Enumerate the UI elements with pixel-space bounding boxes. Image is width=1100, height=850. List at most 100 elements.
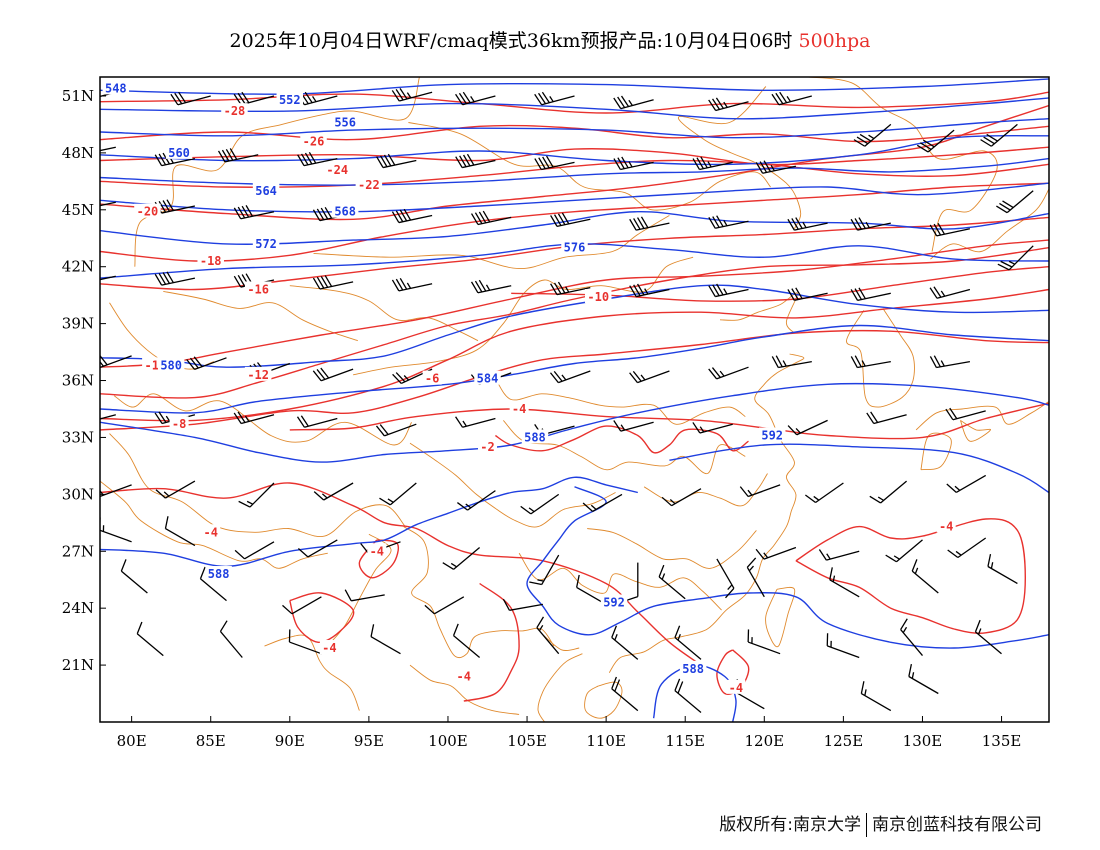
height-label-bg (758, 427, 786, 442)
wind-barb (611, 676, 639, 712)
height-contour-label: 576 (564, 241, 586, 255)
map-frame (99, 76, 1050, 723)
height-contour (100, 243, 1049, 279)
height-contour-label: 572 (255, 237, 277, 251)
wind-barb (997, 245, 1034, 271)
height-label-bg (331, 203, 359, 218)
wind-barb (155, 480, 196, 499)
wind-barb (708, 283, 749, 298)
coastline-segment (408, 122, 771, 211)
wind-barb (692, 156, 733, 171)
coastline-segment (584, 681, 623, 719)
coastline-segment (495, 378, 746, 425)
wind-barb (929, 222, 971, 237)
temperature-contour-label: -18 (200, 254, 222, 268)
coastline-segment (502, 420, 746, 474)
temperature-label-bg (478, 438, 498, 453)
coastline-segment (313, 215, 670, 270)
temperature-contour (100, 247, 1049, 399)
height-label-bg (205, 566, 232, 581)
temperature-contour (495, 425, 749, 454)
height-label-bg (679, 660, 707, 675)
wind-barb (219, 620, 243, 658)
wind-barb (379, 482, 417, 506)
temperature-contour-label: -4 (939, 520, 953, 534)
temperature-contour-label: -4 (729, 681, 743, 695)
wind-barb (297, 539, 338, 558)
height-contour-label: 588 (682, 662, 704, 676)
wind-barb (455, 153, 496, 169)
wind-barb (100, 146, 116, 155)
height-contour-label: 556 (334, 116, 356, 130)
coastline-segment (409, 664, 520, 715)
wind-barb (980, 123, 1018, 147)
chart-title: 2025年10月04日WRF/cmaq模式36km预报产品:10月04日06时 … (0, 26, 1100, 53)
wind-barb (869, 480, 908, 504)
wind-barb (708, 97, 749, 112)
height-contour-label: 568 (334, 205, 356, 219)
lat-tick-label: 42N (62, 258, 94, 276)
height-contour-label: 564 (255, 184, 277, 198)
temperature-label-bg (726, 679, 746, 694)
wind-barb (470, 210, 512, 226)
wind-barb (313, 482, 354, 501)
wind-barb (860, 681, 892, 712)
wind-barb (442, 547, 481, 570)
wind-barb (455, 91, 496, 106)
wind-barb (233, 205, 275, 220)
coastline-segment (920, 432, 952, 471)
contour-label-layer: -28-26-24-22-20-18-16-14-12-10-8-6-4-2-4… (102, 80, 956, 695)
wind-barb (787, 287, 828, 302)
wind-barb (154, 271, 196, 286)
wind-barb (536, 616, 560, 655)
height-contour (652, 664, 737, 722)
coastline-segment (959, 420, 991, 442)
wind-barb (850, 355, 891, 369)
wind-barb (866, 411, 907, 425)
wind-barb (282, 596, 322, 615)
temperature-label-bg (454, 668, 474, 683)
temperature-contour (100, 104, 1049, 221)
wind-barb (233, 411, 275, 425)
wind-barb (550, 281, 591, 296)
lon-tick-label: 130E (903, 732, 943, 750)
temperature-contour-label: -4 (370, 544, 384, 558)
temperature-contour-label: -28 (224, 104, 246, 118)
wind-barb (826, 633, 860, 659)
temperature-contour (100, 146, 1049, 166)
wind-barb (716, 558, 735, 599)
wind-barb (661, 488, 702, 507)
wind-barb (908, 663, 939, 695)
wind-barb (520, 493, 560, 515)
wind-barb (929, 286, 971, 299)
coastline-segment (608, 353, 805, 673)
lon-tick-label: 105E (507, 732, 547, 750)
coastline-segment (930, 188, 1049, 260)
height-label-bg (252, 235, 280, 250)
temperature-label-bg (367, 543, 387, 558)
wind-barb (787, 217, 828, 231)
wind-barb (692, 422, 733, 434)
wind-barb (916, 129, 955, 153)
lon-tick-label: 125E (824, 732, 864, 750)
footer: 版权所有:南京大学 南京创蓝科技有限公司 (719, 810, 1042, 837)
temperature-contour-label: -4 (512, 402, 526, 416)
wind-barb (288, 629, 322, 655)
temperature-contour-label: -22 (358, 178, 380, 192)
wind-barb (170, 91, 211, 106)
wind-barb (296, 415, 338, 428)
wind-barb (945, 407, 986, 421)
height-contour (100, 134, 1049, 166)
lon-tick-label: 115E (665, 732, 705, 750)
coastline-segment (100, 480, 328, 569)
wind-barb (312, 275, 354, 290)
lat-tick-label: 36N (62, 372, 94, 390)
wind-barb (746, 557, 765, 598)
copyright-text: 版权所有:南京大学 (719, 815, 861, 835)
temperature-contour-label: -16 (247, 282, 269, 296)
wind-barb (625, 562, 639, 602)
height-contour-label: 592 (761, 429, 783, 443)
wind-barb (391, 88, 433, 102)
temperature-contour (100, 91, 1049, 114)
coastline-segment (403, 526, 555, 659)
